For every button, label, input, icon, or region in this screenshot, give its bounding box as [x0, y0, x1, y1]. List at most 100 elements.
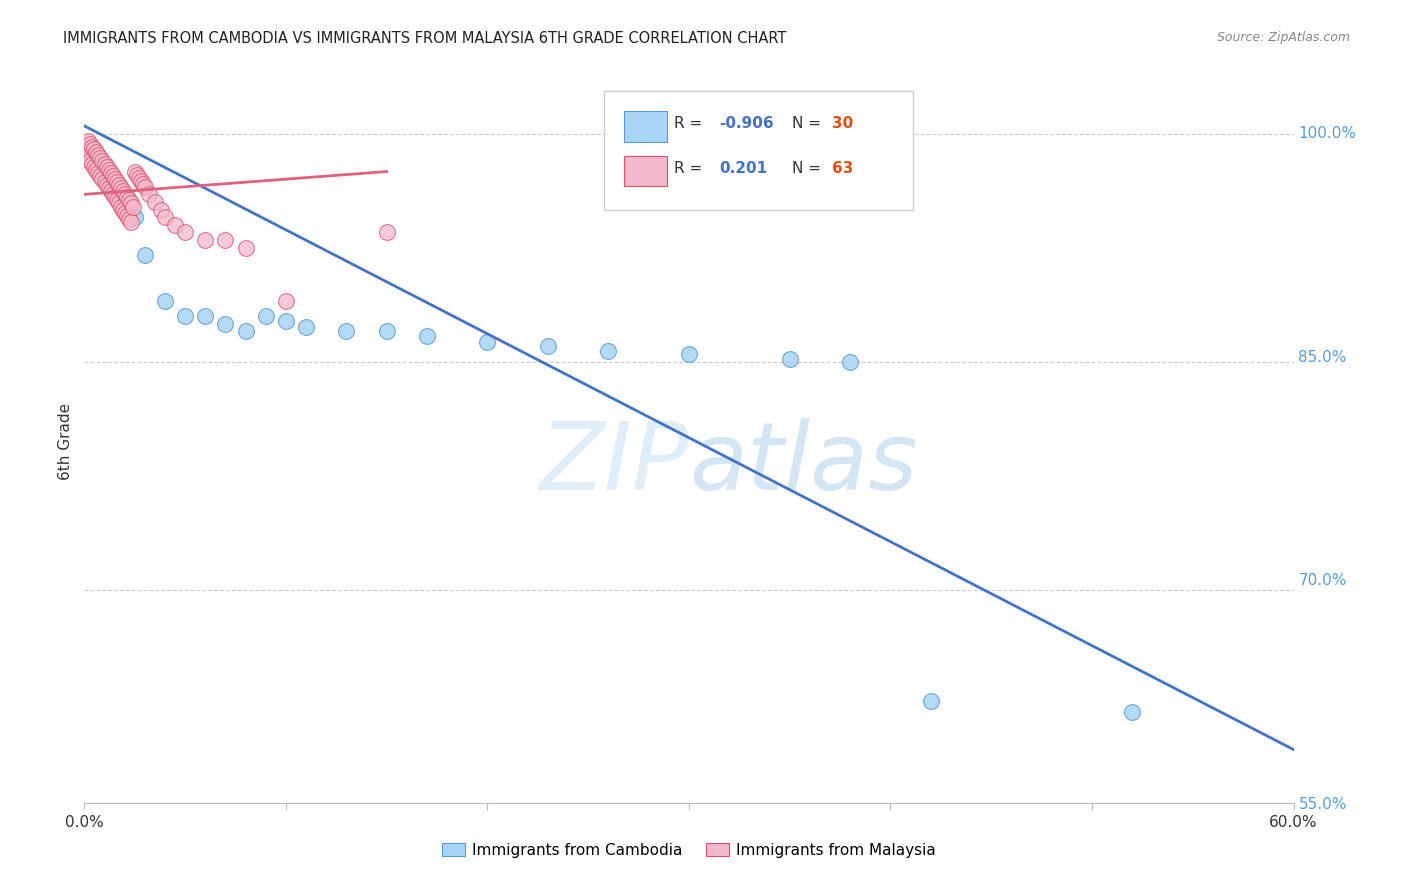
Point — [104, 187, 127, 202]
Point — [91, 172, 114, 186]
Point — [274, 293, 297, 308]
Point — [105, 175, 128, 189]
Point — [143, 194, 166, 209]
Point — [97, 181, 120, 195]
Text: ZIP: ZIP — [540, 417, 689, 508]
Point — [295, 319, 318, 334]
Point — [124, 210, 146, 224]
Point — [235, 324, 257, 338]
Point — [110, 194, 132, 209]
Point — [120, 215, 142, 229]
Point — [114, 205, 136, 219]
Point — [214, 233, 236, 247]
Point — [91, 153, 114, 168]
Point — [77, 134, 100, 148]
Point — [100, 166, 122, 180]
FancyBboxPatch shape — [624, 156, 668, 186]
Point — [537, 339, 560, 353]
Point — [111, 184, 134, 198]
Text: N =: N = — [792, 161, 821, 176]
Point — [121, 200, 143, 214]
Text: -0.906: -0.906 — [720, 116, 773, 131]
Point — [254, 309, 277, 323]
Point — [101, 169, 124, 183]
Point — [83, 160, 105, 174]
Point — [101, 187, 124, 202]
Point — [118, 211, 141, 226]
Point — [100, 184, 122, 198]
Point — [79, 153, 101, 168]
Point — [115, 190, 138, 204]
Point — [779, 351, 801, 366]
Point — [125, 168, 148, 182]
Point — [104, 172, 127, 186]
FancyBboxPatch shape — [605, 91, 912, 211]
Point — [86, 145, 108, 159]
Point — [86, 163, 108, 178]
Point — [118, 194, 141, 208]
Point — [214, 317, 236, 331]
Point — [174, 226, 197, 240]
Point — [77, 142, 100, 156]
Point — [598, 344, 620, 359]
Point — [89, 164, 111, 178]
Point — [375, 226, 398, 240]
Text: R =: R = — [675, 161, 703, 176]
Point — [89, 169, 111, 183]
Point — [149, 202, 172, 217]
Point — [97, 163, 120, 178]
Text: 63: 63 — [831, 161, 853, 176]
Point — [124, 164, 146, 178]
Point — [153, 293, 176, 308]
Point — [335, 324, 357, 338]
Point — [110, 200, 132, 214]
Point — [105, 194, 128, 208]
Point — [477, 334, 499, 349]
Point — [87, 166, 110, 180]
Point — [82, 157, 104, 171]
Legend: Immigrants from Cambodia, Immigrants from Malaysia: Immigrants from Cambodia, Immigrants fro… — [436, 837, 942, 863]
Point — [114, 187, 136, 202]
Point — [138, 187, 160, 202]
Text: atlas: atlas — [689, 417, 917, 508]
Point — [115, 209, 138, 223]
Text: Source: ZipAtlas.com: Source: ZipAtlas.com — [1216, 31, 1350, 45]
Point — [110, 181, 132, 195]
Point — [416, 328, 439, 343]
Point — [165, 218, 187, 232]
Point — [114, 202, 136, 217]
Point — [134, 179, 156, 194]
Text: N =: N = — [792, 116, 821, 131]
Point — [153, 210, 176, 224]
Point — [120, 196, 142, 211]
Point — [93, 157, 115, 171]
Point — [274, 313, 297, 327]
Point — [82, 149, 104, 163]
Point — [107, 196, 129, 211]
Point — [111, 202, 134, 217]
FancyBboxPatch shape — [624, 112, 668, 142]
Point — [86, 157, 108, 171]
Point — [97, 179, 120, 194]
Point — [93, 175, 115, 189]
Point — [129, 174, 152, 188]
Point — [96, 178, 118, 193]
Point — [194, 309, 217, 323]
Point — [839, 354, 862, 368]
Y-axis label: 6th Grade: 6th Grade — [58, 403, 73, 480]
Point — [174, 309, 197, 323]
Point — [75, 142, 97, 156]
Point — [93, 172, 115, 186]
Point — [104, 190, 127, 204]
Text: IMMIGRANTS FROM CAMBODIA VS IMMIGRANTS FROM MALAYSIA 6TH GRADE CORRELATION CHART: IMMIGRANTS FROM CAMBODIA VS IMMIGRANTS F… — [63, 31, 786, 46]
Point — [375, 324, 398, 338]
Point — [132, 177, 155, 191]
Point — [107, 178, 129, 193]
Text: R =: R = — [675, 116, 703, 131]
Point — [82, 140, 104, 154]
Point — [920, 694, 942, 708]
Text: 30: 30 — [831, 116, 853, 131]
Point — [79, 137, 101, 152]
Point — [77, 149, 100, 163]
Point — [87, 148, 110, 162]
